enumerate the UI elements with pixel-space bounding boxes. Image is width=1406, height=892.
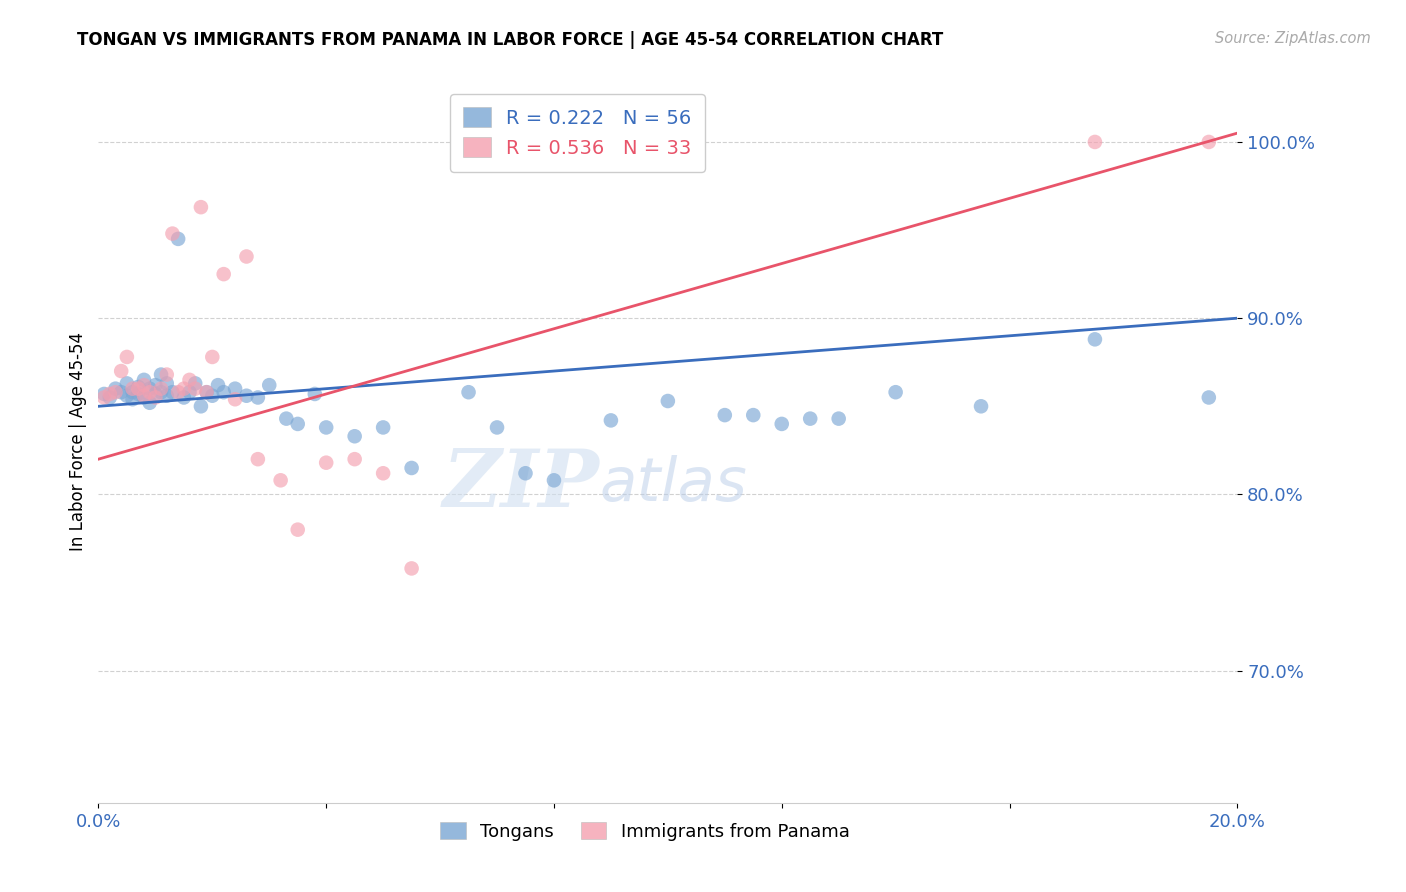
Point — [287, 417, 309, 431]
Point — [543, 473, 565, 487]
Point — [343, 429, 366, 443]
Point — [457, 385, 479, 400]
Point — [132, 378, 155, 392]
Point — [115, 350, 138, 364]
Point — [145, 387, 167, 401]
Point — [179, 385, 201, 400]
Point — [98, 387, 121, 401]
Point — [246, 391, 269, 405]
Point — [150, 368, 173, 382]
Text: ZIP: ZIP — [443, 446, 599, 524]
Point — [235, 389, 257, 403]
Point — [132, 373, 155, 387]
Point — [195, 385, 218, 400]
Point — [486, 420, 509, 434]
Point — [115, 389, 138, 403]
Point — [212, 267, 235, 281]
Point — [828, 411, 851, 425]
Point — [167, 385, 190, 400]
Point — [121, 392, 143, 407]
Point — [373, 467, 395, 481]
Point — [1198, 391, 1220, 405]
Point — [315, 456, 337, 470]
Point — [799, 411, 821, 425]
Point — [259, 378, 281, 392]
Point — [246, 452, 269, 467]
Point — [121, 385, 143, 400]
Point — [184, 376, 207, 391]
Point — [201, 389, 224, 403]
Point — [315, 420, 337, 434]
Point — [145, 378, 167, 392]
Point — [127, 387, 149, 401]
Point — [93, 387, 115, 401]
Y-axis label: In Labor Force | Age 45-54: In Labor Force | Age 45-54 — [69, 332, 87, 551]
Point — [156, 389, 179, 403]
Point — [98, 391, 121, 405]
Point — [132, 389, 155, 403]
Point — [1084, 135, 1107, 149]
Point — [138, 396, 160, 410]
Point — [287, 523, 309, 537]
Point — [212, 385, 235, 400]
Point — [401, 461, 423, 475]
Point — [138, 385, 160, 400]
Text: atlas: atlas — [599, 456, 748, 515]
Text: TONGAN VS IMMIGRANTS FROM PANAMA IN LABOR FORCE | AGE 45-54 CORRELATION CHART: TONGAN VS IMMIGRANTS FROM PANAMA IN LABO… — [77, 31, 943, 49]
Point — [304, 387, 326, 401]
Point — [884, 385, 907, 400]
Point — [110, 385, 132, 400]
Point — [742, 408, 765, 422]
Point — [1084, 332, 1107, 346]
Point — [190, 200, 212, 214]
Point — [156, 376, 179, 391]
Point — [270, 473, 292, 487]
Point — [373, 420, 395, 434]
Legend: Tongans, Immigrants from Panama: Tongans, Immigrants from Panama — [433, 815, 856, 848]
Point — [201, 350, 224, 364]
Point — [156, 368, 179, 382]
Point — [714, 408, 737, 422]
Point — [145, 391, 167, 405]
Point — [195, 385, 218, 400]
Point — [235, 250, 257, 264]
Point — [600, 413, 623, 427]
Point — [1198, 135, 1220, 149]
Point — [190, 399, 212, 413]
Point — [173, 382, 195, 396]
Point — [276, 411, 298, 425]
Point — [515, 467, 537, 481]
Point — [173, 391, 195, 405]
Point — [162, 227, 184, 241]
Point — [184, 382, 207, 396]
Point — [657, 394, 679, 409]
Point — [121, 382, 143, 396]
Point — [224, 392, 246, 407]
Point — [93, 391, 115, 405]
Point — [179, 373, 201, 387]
Point — [110, 364, 132, 378]
Point — [104, 385, 127, 400]
Point — [401, 561, 423, 575]
Point — [162, 385, 184, 400]
Point — [224, 382, 246, 396]
Point — [127, 382, 149, 396]
Point — [770, 417, 793, 431]
Point — [138, 382, 160, 396]
Point — [115, 376, 138, 391]
Point — [167, 232, 190, 246]
Text: Source: ZipAtlas.com: Source: ZipAtlas.com — [1215, 31, 1371, 46]
Point — [104, 382, 127, 396]
Point — [970, 399, 993, 413]
Point — [150, 385, 173, 400]
Point — [150, 382, 173, 396]
Point — [127, 380, 149, 394]
Point — [132, 391, 155, 405]
Point — [207, 378, 229, 392]
Point — [343, 452, 366, 467]
